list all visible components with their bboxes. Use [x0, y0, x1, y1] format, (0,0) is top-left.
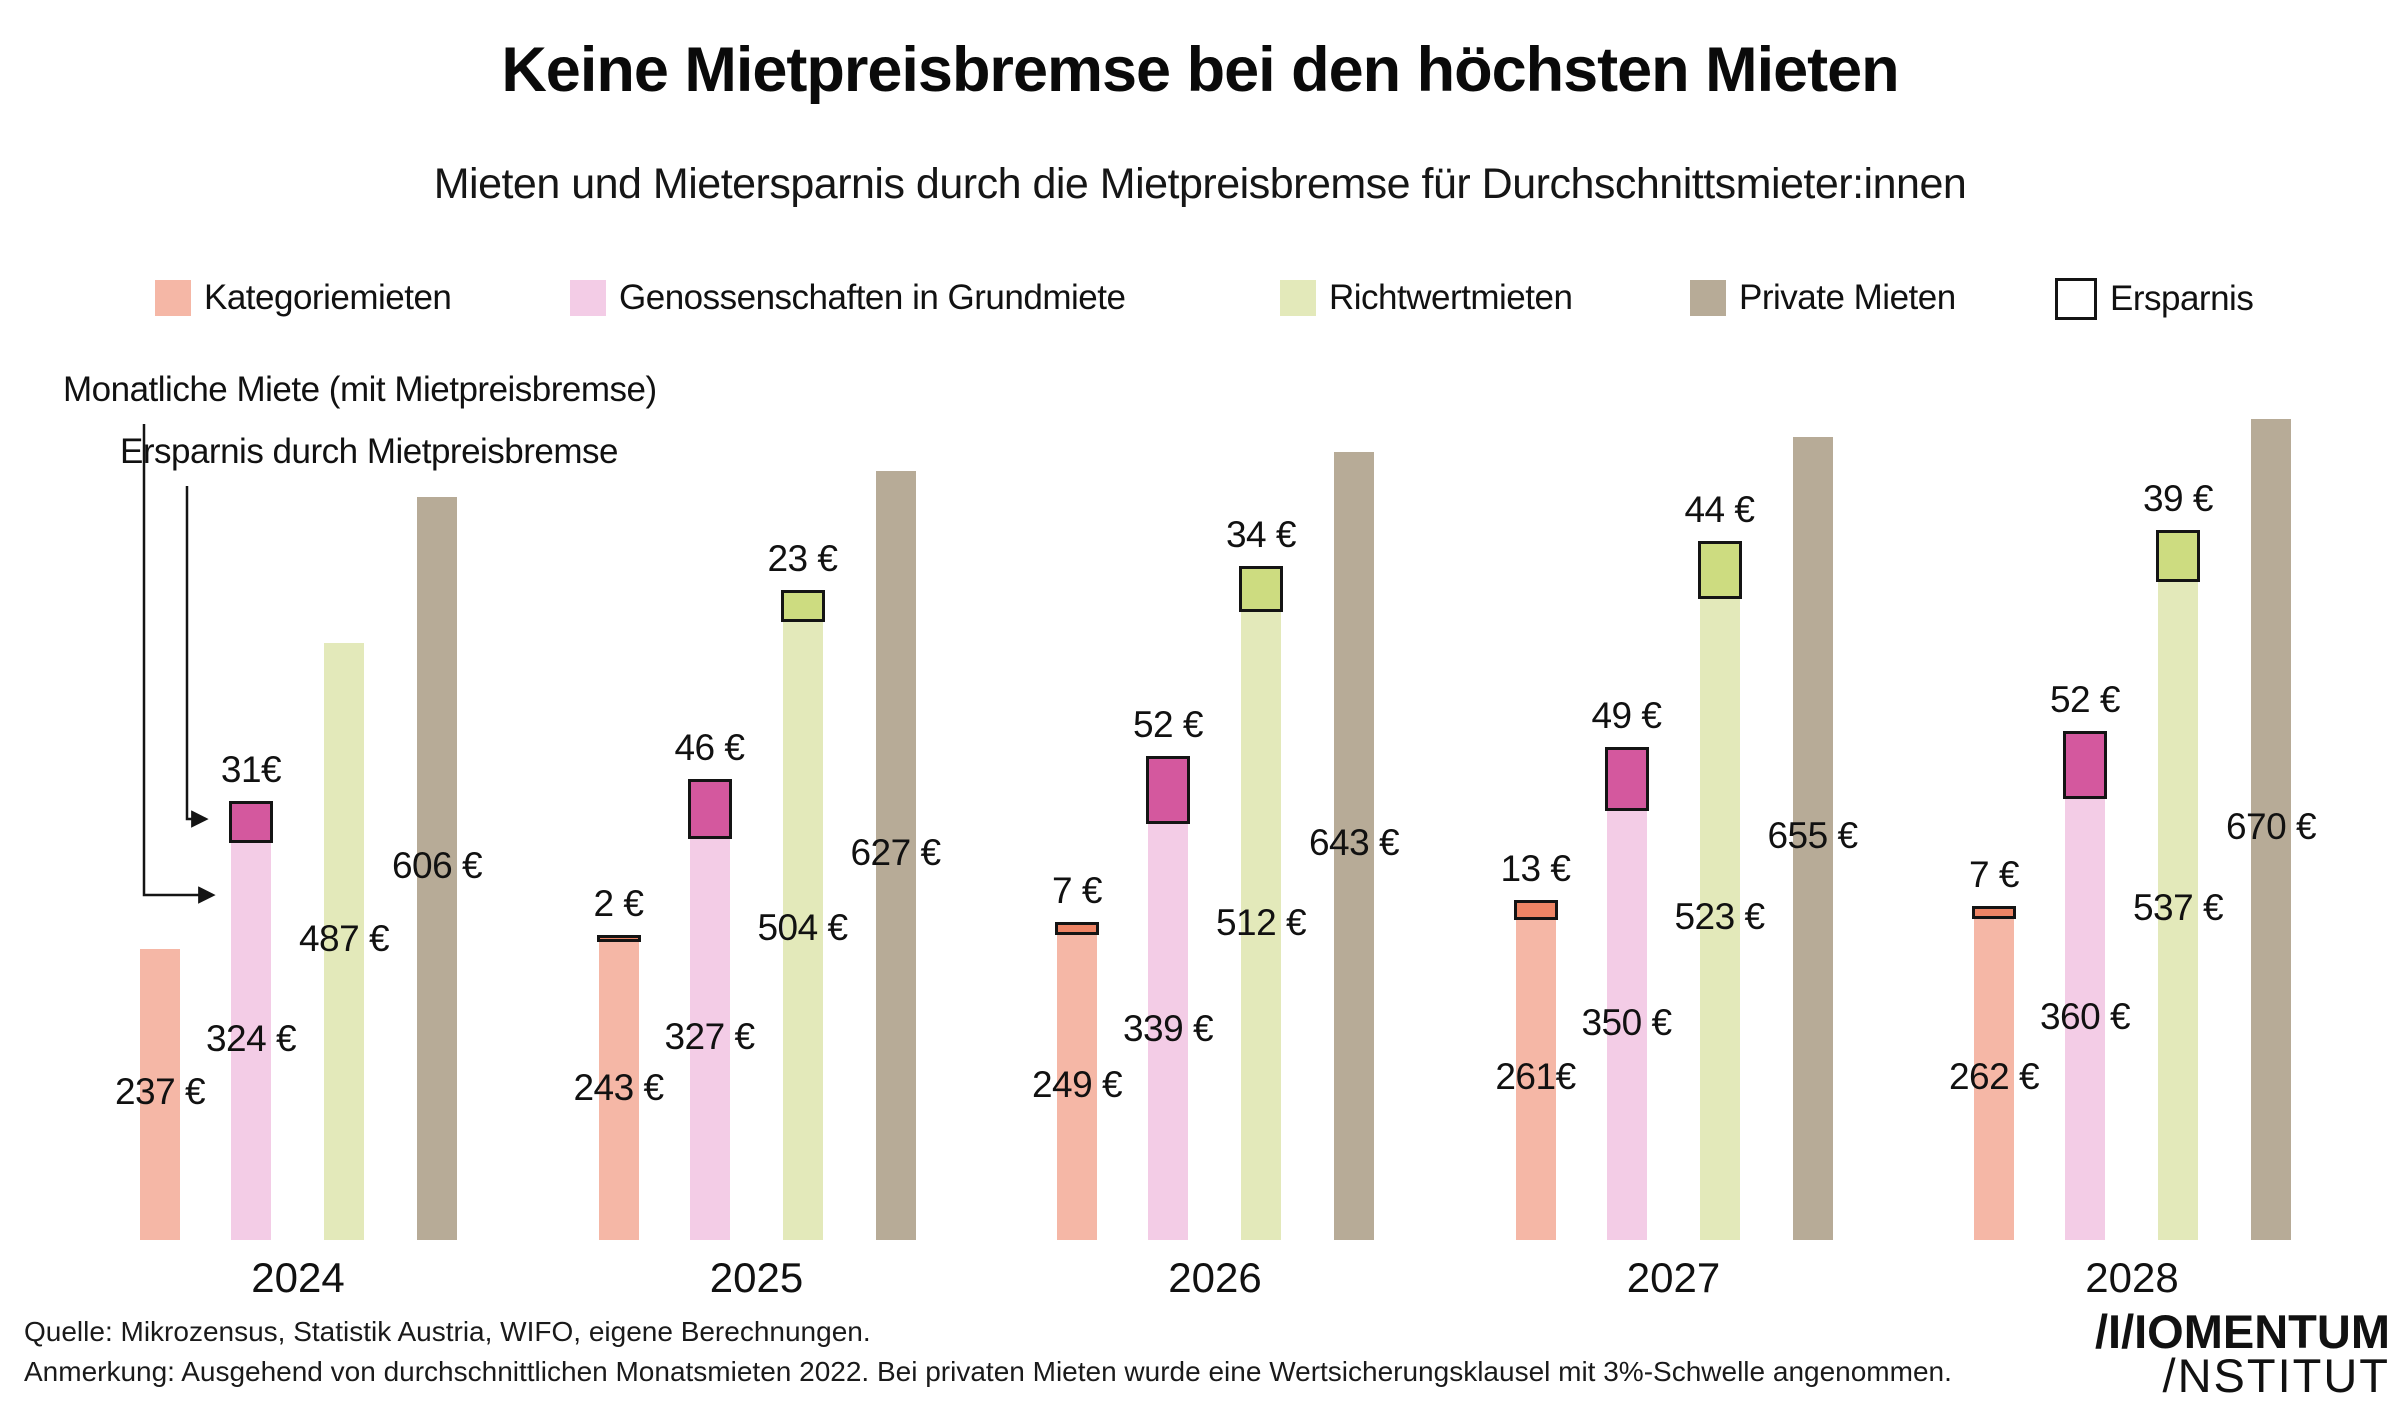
legend-label: Richtwertmieten: [1329, 278, 1573, 317]
savings-value-label-kategoriemieten-2027: 13 €: [1500, 848, 1571, 889]
bar-value-label-kategoriemieten-2025: 243 €: [573, 1067, 664, 1108]
savings-value-label-kategoriemieten-2028: 7 €: [1969, 854, 2019, 895]
bar-value-label-kategoriemieten-2024: 237 €: [114, 1070, 206, 1112]
savings-box-kategoriemieten-2027: [1513, 900, 1558, 920]
x-axis-label-2027: 2027: [1626, 1254, 1721, 1301]
bar-value-label-genossenschaften-in-grundmiete-2027: 350 €: [1581, 1001, 1672, 1043]
savings-box-kategoriemieten-2026: [1055, 922, 1099, 935]
genossenschaften-in-grundmiete-bar-2026: [1148, 824, 1188, 1240]
legend-swatch-richtwertmieten: [1280, 280, 1316, 316]
private-mieten-bar-2026: [1334, 452, 1374, 1240]
bar-value-label-private-mieten-2027: 655 €: [1767, 814, 1858, 856]
genossenschaften-in-grundmiete-bar-2024: [231, 843, 271, 1240]
genossenschaften-in-grundmiete-bar-2027: [1606, 811, 1647, 1240]
legend-label: Private Mieten: [1739, 278, 1956, 317]
legend-swatch-ersparnis: [2055, 278, 2097, 320]
bar-value-label-kategoriemieten-2026: 249 €: [1031, 1063, 1123, 1105]
legend-item-private-mieten: Private Mieten: [1690, 278, 1956, 318]
bar-value-label-richtwertmieten-2027: 523 €: [1674, 895, 1765, 937]
savings-value-label-richtwertmieten-2027: 44 €: [1684, 489, 1755, 530]
momentum-institut-logo: /I/IOMENTUM: [2094, 1305, 2390, 1358]
legend-item-ersparnis: Ersparnis: [2055, 278, 2254, 320]
legend-swatch-genossenschaften-in-grundmiete: [570, 280, 606, 316]
savings-value-label-kategoriemieten-2026: 7 €: [1052, 870, 1102, 911]
bar-value-label-kategoriemieten-2028: 262 €: [1948, 1055, 2040, 1097]
savings-box-genossenschaften-in-grundmiete-2027: [1604, 747, 1649, 811]
savings-box-genossenschaften-in-grundmiete-2026: [1146, 756, 1190, 824]
savings-box-richtwertmieten-2028: [2156, 530, 2200, 582]
savings-box-richtwertmieten-2025: [780, 590, 825, 622]
arrow-to-monthly-rent-bar: [142, 424, 216, 904]
page-title: Keine Mietpreisbremse bei den höchsten M…: [501, 35, 1899, 105]
savings-value-label-genossenschaften-in-grundmiete-2024: 31€: [220, 749, 282, 790]
private-mieten-bar-2028: [2251, 419, 2291, 1240]
richtwertmieten-bar-2027: [1699, 599, 1740, 1240]
savings-value-label-genossenschaften-in-grundmiete-2028: 52 €: [2049, 679, 2121, 720]
bar-value-label-richtwertmieten-2028: 537 €: [2132, 887, 2224, 928]
savings-box-genossenschaften-in-grundmiete-2025: [687, 779, 732, 839]
private-mieten-bar-2024: [417, 497, 457, 1240]
legend-item-genossenschaften-in-grundmiete: Genossenschaften in Grundmiete: [570, 278, 1126, 318]
richtwertmieten-bar-2025: [782, 622, 823, 1240]
bar-value-label-genossenschaften-in-grundmiete-2024: 324 €: [205, 1017, 297, 1059]
kategoriemieten-bar-2027: [1515, 920, 1556, 1240]
legend-swatch-kategoriemieten: [155, 280, 191, 316]
legend-label: Kategoriemieten: [204, 278, 452, 317]
savings-box-kategoriemieten-2025: [596, 935, 641, 942]
bar-value-label-kategoriemieten-2027: 261€: [1495, 1056, 1576, 1097]
bar-value-label-genossenschaften-in-grundmiete-2026: 339 €: [1122, 1008, 1214, 1049]
bar-value-label-private-mieten-2025: 627 €: [850, 831, 941, 873]
momentum-institut-logo-line2: /NSTITUT: [2162, 1349, 2390, 1402]
bar-value-label-genossenschaften-in-grundmiete-2028: 360 €: [2039, 995, 2131, 1037]
bar-value-label-private-mieten-2024: 606 €: [391, 844, 483, 886]
savings-box-genossenschaften-in-grundmiete-2024: [229, 801, 273, 843]
savings-value-label-kategoriemieten-2025: 2 €: [593, 883, 644, 924]
private-mieten-bar-2027: [1792, 437, 1833, 1240]
bar-value-label-genossenschaften-in-grundmiete-2025: 327 €: [664, 1015, 755, 1057]
legend-swatch-private-mieten: [1690, 280, 1726, 316]
savings-box-kategoriemieten-2028: [1972, 906, 2016, 919]
x-axis-label-2026: 2026: [1168, 1254, 1262, 1301]
method-note: Anmerkung: Ausgehend von durchschnittlic…: [24, 1356, 1952, 1387]
bar-value-label-private-mieten-2028: 670 €: [2225, 805, 2317, 847]
source-note: Quelle: Mikrozensus, Statistik Austria, …: [24, 1316, 871, 1347]
legend-label: Ersparnis: [2110, 279, 2254, 318]
richtwertmieten-bar-2024: [324, 643, 364, 1240]
savings-value-label-genossenschaften-in-grundmiete-2026: 52 €: [1132, 704, 1204, 745]
private-mieten-bar-2025: [875, 471, 916, 1240]
savings-value-label-richtwertmieten-2025: 23 €: [767, 538, 838, 579]
bar-value-label-private-mieten-2026: 643 €: [1308, 822, 1400, 863]
savings-box-genossenschaften-in-grundmiete-2028: [2063, 731, 2107, 799]
richtwertmieten-bar-2028: [2158, 582, 2198, 1240]
page-subtitle: Mieten und Mietersparnis durch die Mietp…: [433, 160, 1967, 208]
kategoriemieten-bar-2025: [598, 942, 639, 1240]
savings-value-label-genossenschaften-in-grundmiete-2027: 49 €: [1591, 695, 1662, 736]
genossenschaften-in-grundmiete-bar-2025: [689, 839, 730, 1240]
savings-value-label-richtwertmieten-2026: 34 €: [1225, 514, 1297, 555]
annotation-savings: Ersparnis durch Mietpreisbremse: [120, 432, 619, 471]
annotation-monthly-rent: Monatliche Miete (mit Mietpreisbremse): [63, 370, 657, 409]
x-axis-label-2024: 2024: [251, 1254, 345, 1301]
savings-box-richtwertmieten-2026: [1239, 566, 1283, 612]
kategoriemieten-bar-2028: [1974, 919, 2014, 1240]
legend-item-kategoriemieten: Kategoriemieten: [155, 278, 452, 318]
bar-value-label-richtwertmieten-2025: 504 €: [757, 907, 848, 948]
x-axis-label-2028: 2028: [2085, 1254, 2179, 1301]
legend-label: Genossenschaften in Grundmiete: [619, 278, 1126, 317]
savings-value-label-richtwertmieten-2028: 39 €: [2142, 478, 2214, 519]
bar-value-label-richtwertmieten-2024: 487 €: [298, 917, 390, 959]
richtwertmieten-bar-2026: [1241, 612, 1281, 1240]
bar-value-label-richtwertmieten-2026: 512 €: [1215, 902, 1307, 943]
savings-box-richtwertmieten-2027: [1697, 541, 1742, 599]
kategoriemieten-bar-2026: [1057, 935, 1097, 1240]
genossenschaften-in-grundmiete-bar-2028: [2065, 799, 2105, 1240]
x-axis-label-2025: 2025: [709, 1254, 804, 1301]
savings-value-label-genossenschaften-in-grundmiete-2025: 46 €: [674, 727, 745, 768]
kategoriemieten-bar-2024: [140, 949, 180, 1240]
legend-item-richtwertmieten: Richtwertmieten: [1280, 278, 1573, 318]
